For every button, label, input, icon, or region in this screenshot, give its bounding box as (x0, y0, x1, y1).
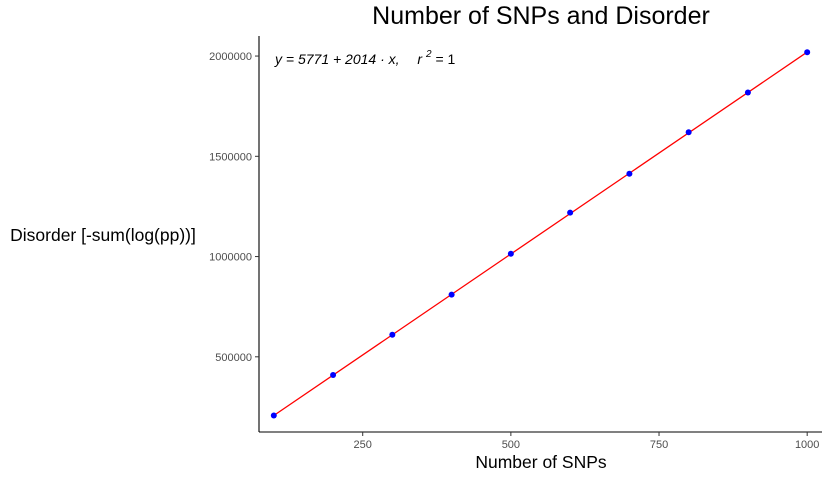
r-squared-value: = 1 (435, 51, 455, 67)
data-point (389, 331, 396, 338)
x-axis-title: Number of SNPs (475, 452, 607, 472)
data-point (804, 49, 811, 56)
regression-line (273, 51, 808, 417)
regression-equation: y = 5771 + 2014 · x, r 2 = 1 (274, 44, 456, 67)
data-point (567, 209, 574, 216)
r-squared-symbol: r (417, 51, 423, 67)
y-tick-label: 2000000 (209, 51, 252, 63)
y-tick-label: 1000000 (209, 252, 252, 264)
data-point (270, 412, 277, 419)
x-tick-label: 1000 (795, 439, 819, 451)
points-group (270, 49, 811, 419)
x-tick-label: 500 (502, 439, 520, 451)
y-tick-label: 1500000 (209, 151, 252, 163)
chart-title: Number of SNPs and Disorder (372, 2, 710, 30)
data-point (626, 170, 633, 177)
x-tick-label: 750 (650, 439, 668, 451)
data-point (685, 129, 692, 136)
fit-line-group (273, 51, 808, 417)
axes: 500000 1000000 1500000 2000000 250 500 750 1000 (209, 36, 822, 451)
data-point (448, 291, 455, 298)
data-point (507, 250, 514, 257)
r-squared-exponent: 2 (425, 49, 432, 60)
y-axis-title: Disorder [-sum(log(pp))] (10, 225, 196, 245)
data-point (330, 372, 337, 379)
equation-text: y = 5771 + 2014 · x, (274, 51, 400, 67)
x-tick-label: 250 (354, 439, 372, 451)
data-point (744, 89, 751, 96)
y-tick-label: 500000 (215, 352, 252, 364)
